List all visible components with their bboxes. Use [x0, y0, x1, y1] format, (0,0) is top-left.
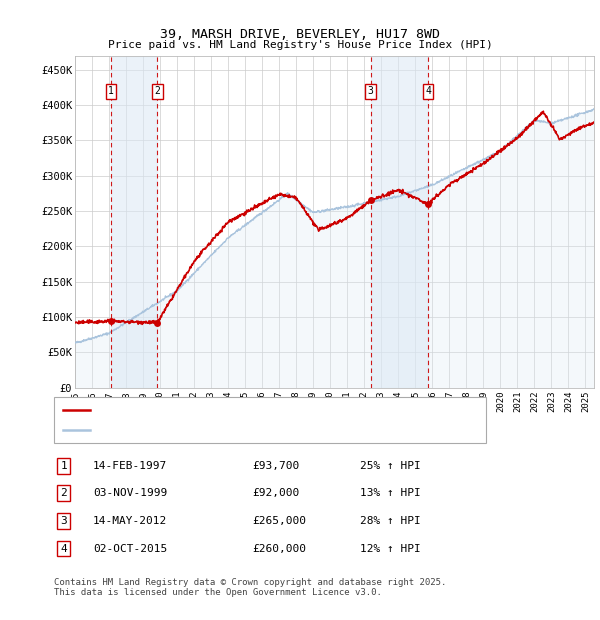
Text: 28% ↑ HPI: 28% ↑ HPI: [360, 516, 421, 526]
Text: 14-MAY-2012: 14-MAY-2012: [93, 516, 167, 526]
Text: 12% ↑ HPI: 12% ↑ HPI: [360, 544, 421, 554]
Text: 4: 4: [60, 544, 67, 554]
Text: 13% ↑ HPI: 13% ↑ HPI: [360, 488, 421, 498]
Text: £260,000: £260,000: [252, 544, 306, 554]
Text: 2: 2: [154, 86, 160, 96]
Bar: [111, 56, 157, 388]
Text: 39, MARSH DRIVE, BEVERLEY, HU17 8WD: 39, MARSH DRIVE, BEVERLEY, HU17 8WD: [160, 28, 440, 41]
Text: Contains HM Land Registry data © Crown copyright and database right 2025.
This d: Contains HM Land Registry data © Crown c…: [54, 578, 446, 597]
Text: HPI: Average price, detached house, East Riding of Yorkshire: HPI: Average price, detached house, East…: [96, 425, 471, 435]
Text: £265,000: £265,000: [252, 516, 306, 526]
Text: £93,700: £93,700: [252, 461, 299, 471]
Text: Price paid vs. HM Land Registry's House Price Index (HPI): Price paid vs. HM Land Registry's House …: [107, 40, 493, 50]
Text: 3: 3: [368, 86, 374, 96]
Text: 39, MARSH DRIVE, BEVERLEY, HU17 8WD (detached house): 39, MARSH DRIVE, BEVERLEY, HU17 8WD (det…: [96, 405, 421, 415]
Text: 02-OCT-2015: 02-OCT-2015: [93, 544, 167, 554]
Text: 2: 2: [60, 488, 67, 498]
Text: 1: 1: [108, 86, 114, 96]
Text: 3: 3: [60, 516, 67, 526]
Text: 25% ↑ HPI: 25% ↑ HPI: [360, 461, 421, 471]
Bar: [371, 56, 428, 388]
Text: 03-NOV-1999: 03-NOV-1999: [93, 488, 167, 498]
Text: 14-FEB-1997: 14-FEB-1997: [93, 461, 167, 471]
Text: 1: 1: [60, 461, 67, 471]
Text: £92,000: £92,000: [252, 488, 299, 498]
Text: 4: 4: [425, 86, 431, 96]
